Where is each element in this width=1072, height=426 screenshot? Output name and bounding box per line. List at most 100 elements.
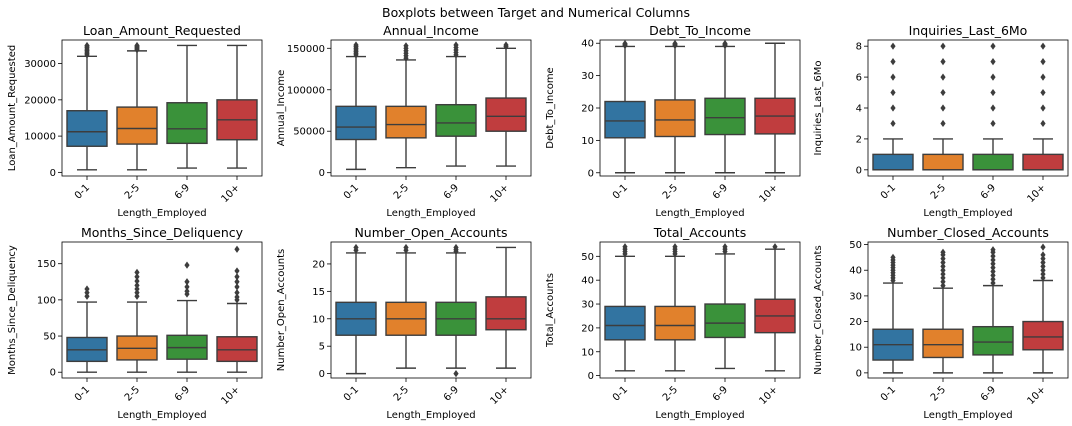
- box-iqr: [116, 106, 158, 145]
- plot-frame: [61, 241, 263, 379]
- y-tick-label: 10: [581, 136, 594, 147]
- outlier-point: [890, 42, 896, 50]
- x-tick-label: 6-9: [173, 182, 192, 201]
- y-tick-label: 2: [856, 134, 862, 145]
- box-iqr: [216, 336, 258, 363]
- y-tick-label: 30000: [24, 59, 56, 70]
- chart-title: Number_Closed_Accounts: [887, 225, 1049, 240]
- box-element: [335, 243, 377, 375]
- outlier-point: [184, 287, 190, 295]
- y-tick-label: 40: [581, 39, 594, 50]
- y-tick-label: 20: [581, 104, 594, 115]
- outlier-point: [1040, 270, 1046, 278]
- x-tick-label: 2-5: [661, 182, 680, 201]
- outlier-point: [890, 88, 896, 97]
- y-tick-label: 40: [849, 266, 862, 277]
- outlier-point: [940, 262, 946, 270]
- box-element: [1022, 42, 1064, 171]
- box-element: [435, 243, 477, 378]
- outlier-point: [990, 256, 996, 264]
- outlier-point: [990, 58, 996, 66]
- x-tick-label: 10+: [1025, 182, 1048, 205]
- x-tick-label: 2-5: [929, 384, 948, 403]
- y-tick-label: 150: [37, 259, 56, 270]
- outlier-point: [990, 271, 996, 279]
- outlier-point: [134, 268, 140, 276]
- x-tick-label: 6-9: [442, 182, 461, 201]
- chart-panel: Number_Open_Accounts 0 5 10 15 20 0-1 2-5 6-9 10+…: [276, 225, 532, 421]
- outlier-point: [453, 41, 459, 49]
- outlier-point: [990, 264, 996, 272]
- x-tick-label: 2-5: [929, 182, 948, 201]
- outlier-point: [940, 282, 946, 290]
- box-iqr: [604, 305, 646, 341]
- x-axis-label: Length_Employed: [655, 410, 744, 421]
- outlier-point: [1040, 266, 1046, 274]
- outlier-point: [1040, 119, 1046, 128]
- box-iqr: [922, 153, 964, 171]
- box-element: [872, 253, 914, 374]
- y-tick-label: 20000: [24, 95, 56, 106]
- y-tick-label: 10000: [24, 132, 56, 143]
- outlier-point: [940, 258, 946, 267]
- box-iqr: [704, 303, 746, 339]
- outlier-point: [234, 278, 240, 286]
- y-tick-label: 10: [849, 343, 862, 354]
- y-tick-label: 50: [43, 332, 56, 343]
- box-element: [116, 268, 158, 373]
- box-element: [972, 246, 1014, 374]
- x-tick-label: 0-1: [879, 384, 898, 403]
- outlier-point: [672, 39, 678, 48]
- outlier-point: [1040, 42, 1046, 50]
- x-tick-label: 0-1: [342, 182, 361, 201]
- outlier-point: [672, 243, 678, 251]
- plot-frame: [599, 241, 801, 379]
- y-axis-label: Inquiries_Last_6Mo: [813, 61, 824, 156]
- outlier-point: [1040, 251, 1046, 259]
- x-tick-label: 0-1: [73, 384, 92, 403]
- x-axis-label: Length_Employed: [655, 208, 744, 219]
- y-tick-label: 8: [856, 42, 862, 53]
- y-tick-label: 4: [856, 104, 862, 115]
- outlier-point: [1040, 243, 1046, 251]
- chart-panel: Months_Since_Deliquency 0 50 100 150 0-1 2-5 6-…: [7, 225, 263, 421]
- outlier-point: [134, 281, 140, 290]
- outlier-point: [234, 245, 240, 253]
- y-axis-label: Debt_To_Income: [545, 67, 556, 148]
- chart-panel: Loan_Amount_Requested 0 10000 20000 30000 0-1…: [7, 23, 263, 219]
- box-element: [166, 44, 208, 169]
- chart-title: Total_Accounts: [653, 225, 746, 240]
- chart-title: Loan_Amount_Requested: [83, 23, 241, 38]
- plot-frame: [330, 241, 532, 379]
- y-axis-label: Loan_Amount_Requested: [7, 45, 18, 171]
- outlier-point: [84, 292, 90, 300]
- box-element: [216, 245, 258, 373]
- box-element: [872, 42, 914, 171]
- outlier-point: [1040, 274, 1046, 282]
- box-element: [922, 248, 964, 374]
- outlier-point: [184, 283, 190, 291]
- outlier-point: [940, 119, 946, 128]
- box-iqr: [66, 110, 108, 147]
- y-tick-label: 30: [849, 291, 862, 302]
- y-tick-label: 40: [581, 276, 594, 287]
- y-axis-label: Annual_Income: [276, 70, 287, 147]
- x-tick-label: 2-5: [392, 384, 411, 403]
- y-axis-label: Months_Since_Deliquency: [7, 245, 18, 375]
- box-element: [704, 243, 746, 370]
- outlier-point: [940, 58, 946, 66]
- outlier-point: [890, 73, 896, 81]
- chart-panel: Annual_Income 0 50000 100000 150000 0-1 2-5 6-9…: [276, 23, 532, 219]
- box-element: [754, 42, 796, 174]
- outlier-point: [353, 41, 359, 49]
- y-tick-label: 20: [849, 317, 862, 328]
- y-tick-label: 20: [312, 259, 325, 270]
- outlier-point: [134, 292, 140, 300]
- box-iqr: [385, 105, 427, 139]
- y-tick-label: 0: [588, 371, 594, 382]
- y-tick-label: 0: [50, 168, 56, 179]
- outlier-point: [1040, 88, 1046, 97]
- box-element: [754, 243, 796, 372]
- outlier-point: [1040, 104, 1046, 112]
